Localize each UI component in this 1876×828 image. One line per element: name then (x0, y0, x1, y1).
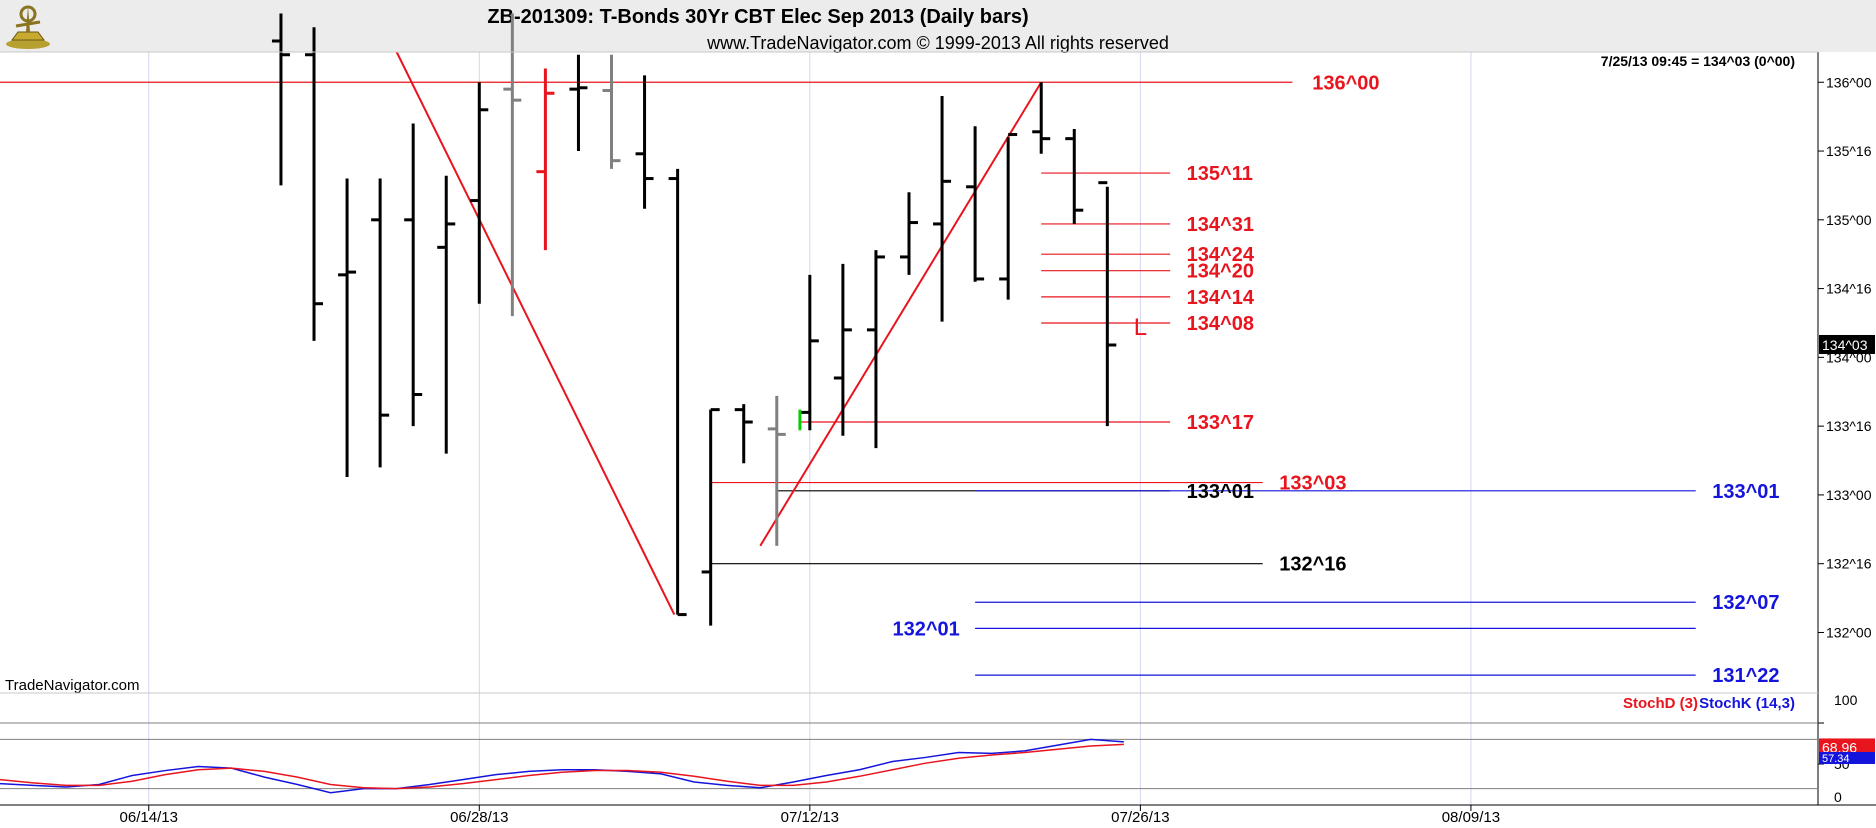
level-label: 132^07 (1712, 592, 1779, 614)
stoch-k-value: 57.34 (1822, 753, 1850, 765)
x-tick-label: 06/28/13 (450, 809, 508, 826)
y-tick-label: 133^16 (1826, 418, 1872, 434)
ohlc-bar (866, 250, 885, 449)
y-tick-label: 132^00 (1826, 624, 1872, 640)
ohlc-bar (966, 126, 985, 282)
x-tick-label: 06/14/13 (120, 809, 178, 826)
bar-layer (271, 13, 1117, 626)
ohlc-bar (767, 395, 786, 546)
stoch-d-value: 68.96 (1822, 739, 1857, 755)
ohlc-bar (338, 178, 357, 478)
ohlc-bar (1032, 82, 1051, 154)
x-tick-label: 07/26/13 (1111, 809, 1169, 826)
ohlc-bar (470, 82, 489, 304)
x-axis: 06/14/13 06/28/13 07/12/13 07/26/13 08/09/13 (0, 804, 1876, 826)
level-layer (0, 81, 1696, 676)
ohlc-bar (800, 274, 819, 431)
ohlc-bar (668, 168, 687, 617)
level-label: 136^00 (1312, 72, 1379, 94)
y-tick-label: 134^16 (1826, 281, 1872, 297)
logo-icon (6, 5, 50, 49)
ohlc-bar (371, 178, 390, 468)
ohlc-bar (1065, 129, 1084, 224)
axis-layer: 136^00135^16135^00134^16134^00133^16133^… (0, 51, 1875, 805)
level-label: 133^01 (1712, 481, 1779, 503)
copyright-notice: www.TradeNavigator.com © 1999-2013 All r… (706, 33, 1169, 53)
ohlc-bar (536, 68, 555, 251)
level-label: 134^14 (1187, 287, 1255, 309)
level-label: 135^11 (1187, 163, 1253, 185)
stoch-tick-label: 100 (1834, 692, 1858, 708)
stoch-d-line (0, 743, 1124, 790)
level-label: 133^01 (1187, 481, 1254, 503)
stoch-k-tag (1819, 751, 1875, 764)
current-price-tag (1819, 334, 1875, 354)
ohlc-bar (635, 75, 654, 209)
ohlc-bar (437, 175, 456, 454)
level-label: 134^08 (1187, 313, 1254, 335)
y-tick-label: 136^00 (1826, 74, 1872, 90)
ohlc-bar (602, 54, 621, 169)
level-label: 133^17 (1187, 412, 1254, 434)
level-label: 132^16 (1279, 554, 1346, 576)
level-label: 134^24 (1187, 244, 1255, 266)
level-label: 133^03 (1279, 473, 1346, 495)
quote-readout: 7/25/13 09:45 = 134^03 (0^00) (1601, 53, 1795, 69)
brand-watermark: TradeNavigator.com (5, 677, 140, 694)
ohlc-bar (1098, 181, 1117, 427)
stoch-d-tag (1819, 738, 1875, 757)
current-price-label: 134^03 (1822, 337, 1868, 353)
ohlc-bar (305, 27, 324, 341)
trendline (759, 81, 1043, 547)
ohlc-bar (701, 408, 720, 626)
level-label: 131^22 (1712, 665, 1779, 687)
ohlc-bar (503, 13, 522, 317)
y-tick-label: 135^16 (1826, 143, 1872, 159)
ohlc-bar (404, 123, 423, 427)
y-tick-label: 135^00 (1826, 212, 1872, 228)
marker-label: L (1134, 314, 1147, 341)
y-tick-label: 132^16 (1826, 556, 1872, 572)
ohlc-bar (569, 54, 588, 152)
x-tick-label: 07/12/13 (781, 809, 839, 826)
level-label: 134^31 (1187, 214, 1254, 236)
stoch-k-legend: StochK (14,3) (1699, 695, 1795, 712)
ohlc-bar (833, 263, 852, 436)
ohlc-bar (933, 96, 952, 322)
stoch-tick-label: 0 (1834, 789, 1842, 805)
ohlc-bar (900, 192, 918, 275)
ohlc-bar (734, 404, 753, 464)
ohlc-bar (271, 13, 290, 186)
x-tick-label: 08/09/13 (1442, 809, 1500, 826)
trend-layer (395, 51, 1043, 616)
trendline (395, 51, 676, 616)
stochastic-panel: StochD (3) StochK (14,3) 10050068.9657.3… (0, 692, 1875, 806)
level-label: 134^20 (1187, 261, 1254, 283)
stoch-d-legend: StochD (3) (1623, 695, 1698, 712)
y-tick-label: 133^00 (1826, 487, 1872, 503)
level-label: 132^01 (892, 618, 959, 640)
chart-title: ZB-201309: T-Bonds 30Yr CBT Elec Sep 201… (487, 6, 1028, 28)
stoch-k-line (0, 738, 1124, 794)
ohlc-bar (999, 133, 1018, 300)
